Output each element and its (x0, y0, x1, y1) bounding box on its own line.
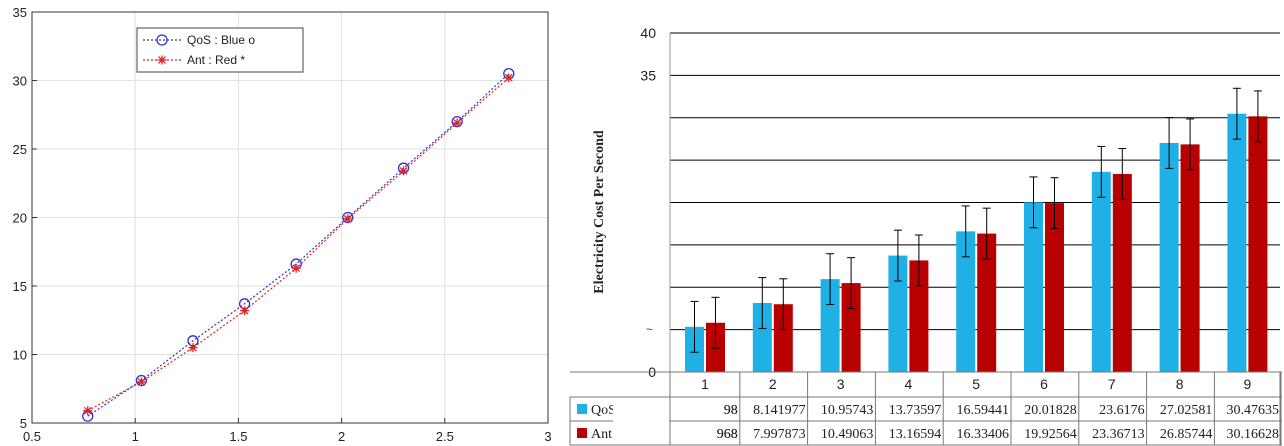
bar-ant (977, 233, 997, 372)
table-cell: 26.85744 (1160, 427, 1213, 442)
star-marker (188, 343, 198, 353)
table-cell: 16.33406 (957, 427, 1010, 442)
star-marker (399, 166, 409, 176)
bar-ant (909, 260, 929, 372)
y-axis-title: Electricity Cost Per Second (592, 130, 607, 294)
table-cell: 13.16594 (889, 427, 942, 442)
y-tick-label: 15 (13, 279, 27, 294)
star-stroke (453, 119, 462, 127)
legend-circle-marker (156, 34, 168, 46)
x-category-label: 1 (701, 376, 709, 392)
x-tick-label: 0.5 (23, 429, 41, 444)
table-cell: 20.01828 (1024, 403, 1077, 418)
x-tick-label: 3 (544, 429, 551, 444)
star-stroke (83, 406, 92, 415)
x-category-label: 3 (837, 376, 845, 392)
x-tick-label: 1.5 (229, 429, 247, 444)
star-stroke (292, 264, 301, 273)
legend-swatch-qos (577, 404, 587, 414)
legend-clip-cover (613, 398, 669, 444)
bar-ant (773, 304, 793, 372)
table-cell: 30.16628 (1227, 427, 1280, 442)
y-tick-label-small: ~ (646, 323, 653, 337)
legend-label: QoS : Blue o (187, 33, 255, 47)
legend-swatch-ant (577, 428, 587, 438)
bar-qos (1227, 113, 1247, 372)
y-tick-label: 30 (13, 74, 27, 89)
bar-ant (1045, 203, 1064, 372)
table-cell: 968 (717, 427, 738, 442)
star-marker (452, 118, 462, 128)
star-marker (291, 263, 301, 273)
table-cell: 13.73597 (889, 403, 942, 418)
bar-qos (820, 279, 840, 372)
y-tick-label: 20 (13, 211, 27, 226)
legend-star-marker (158, 56, 166, 64)
legend-label: Ant : Red * (187, 53, 245, 67)
table-cell: 10.49063 (821, 427, 874, 442)
table-cell-first: 98 (724, 403, 738, 418)
bar-qos (1024, 202, 1043, 372)
bar-qos (888, 255, 908, 372)
y-tick-label: 40 (640, 25, 656, 41)
table-cell: 23.36713 (1092, 427, 1145, 442)
x-tick-label: 2 (338, 429, 345, 444)
star-marker (504, 73, 514, 83)
star-marker (83, 406, 93, 416)
bar-qos (752, 302, 772, 372)
table-cell: 19.92564 (1024, 427, 1077, 442)
bar-qos (1091, 171, 1111, 372)
x-category-label: 8 (1176, 376, 1184, 392)
star-stroke (399, 167, 408, 175)
table-cell: 98 (724, 403, 738, 418)
y-tick-label: 35 (13, 5, 27, 20)
table-cell: 23.6176 (1099, 403, 1145, 418)
series-line-circle (87, 73, 510, 417)
star-stroke (343, 215, 352, 223)
table-cell-first: 968 (717, 427, 738, 442)
star-stroke (189, 343, 197, 352)
x-tick-label: 2.5 (436, 429, 454, 444)
x-category-label: 9 (1244, 376, 1252, 392)
y-tick-label: 25 (13, 142, 27, 157)
bar-ant (841, 283, 861, 372)
y-tick-label: 10 (13, 348, 27, 363)
star-stroke (240, 306, 249, 315)
star-stroke (504, 73, 513, 82)
y-tick-label: 5 (20, 416, 27, 431)
x-category-label: 6 (1040, 376, 1048, 392)
table-cell: 30.47635 (1227, 403, 1280, 418)
bar-qos (1159, 142, 1179, 372)
table-cell: 7.997873 (753, 427, 806, 442)
legend: QoS : Blue o Ant : Red * (136, 27, 304, 73)
bar-ant (1112, 173, 1132, 372)
star-marker (136, 377, 146, 387)
legend-label-ant: Ant (591, 427, 612, 442)
x-category-label: 5 (972, 376, 980, 392)
bar-ant (1248, 116, 1268, 372)
x-tick-label: 1 (132, 429, 139, 444)
legend-label-qos: QoS (591, 403, 616, 418)
y-tick-label: 35 (640, 67, 656, 83)
table-cell: 27.02581 (1160, 403, 1213, 418)
star-stroke (137, 378, 146, 386)
table-cell: 10.95743 (821, 403, 874, 418)
x-category-label: 4 (905, 376, 913, 392)
x-category-label: 7 (1108, 376, 1116, 392)
star-marker (343, 214, 353, 224)
table-cell: 16.59441 (957, 403, 1010, 418)
bar-qos (956, 231, 976, 372)
table-cell: 8.141977 (753, 403, 806, 418)
star-marker (240, 306, 250, 316)
bar-ant (1180, 144, 1200, 372)
x-category-label: 2 (769, 376, 777, 392)
